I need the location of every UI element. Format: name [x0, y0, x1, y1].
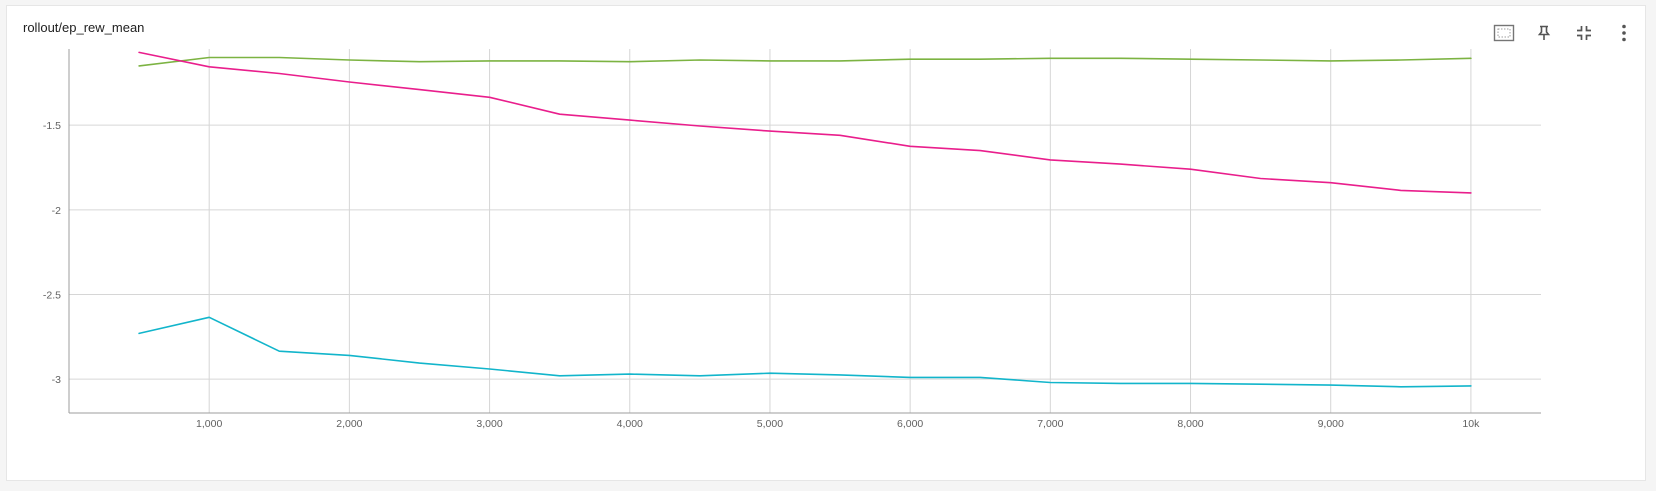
y-tick-label: -1.5 [43, 120, 61, 132]
collapse-icon [1577, 26, 1591, 40]
fit-domain-icon [1493, 24, 1515, 42]
card-toolbar [1487, 20, 1641, 46]
more-button[interactable] [1607, 20, 1641, 46]
x-tick-label: 4,000 [617, 418, 643, 430]
scalar-card: rollout/ep_rew_mean 1,000 2,000 3 [6, 5, 1646, 481]
pin-icon [1537, 25, 1551, 40]
y-tick-label: -3 [52, 374, 61, 386]
card-title: rollout/ep_rew_mean [23, 20, 145, 35]
line-chart[interactable]: 1,000 2,000 3,000 4,000 5,000 6,000 7,000 8,000… [7, 6, 1647, 482]
series-line-3 [138, 316, 1472, 388]
x-tick-label: 5,000 [757, 418, 783, 430]
x-tick-label: 3,000 [476, 418, 502, 430]
x-tick-label: 2,000 [336, 418, 362, 430]
y-tick-label: -2.5 [43, 289, 61, 301]
fit-domain-button[interactable] [1487, 20, 1521, 46]
x-tick-label: 7,000 [1037, 418, 1063, 430]
series-line-1 [138, 56, 1472, 67]
more-vert-icon [1622, 24, 1626, 42]
x-tick-label: 6,000 [897, 418, 923, 430]
series-line-2 [138, 51, 1472, 194]
x-tick-label: 8,000 [1177, 418, 1203, 430]
x-tick-label: 9,000 [1318, 418, 1344, 430]
x-tick-label: 10k [1462, 418, 1480, 430]
x-tick-label: 1,000 [196, 418, 222, 430]
collapse-button[interactable] [1567, 20, 1601, 46]
y-tick-label: -2 [52, 205, 61, 217]
pin-button[interactable] [1527, 20, 1561, 46]
